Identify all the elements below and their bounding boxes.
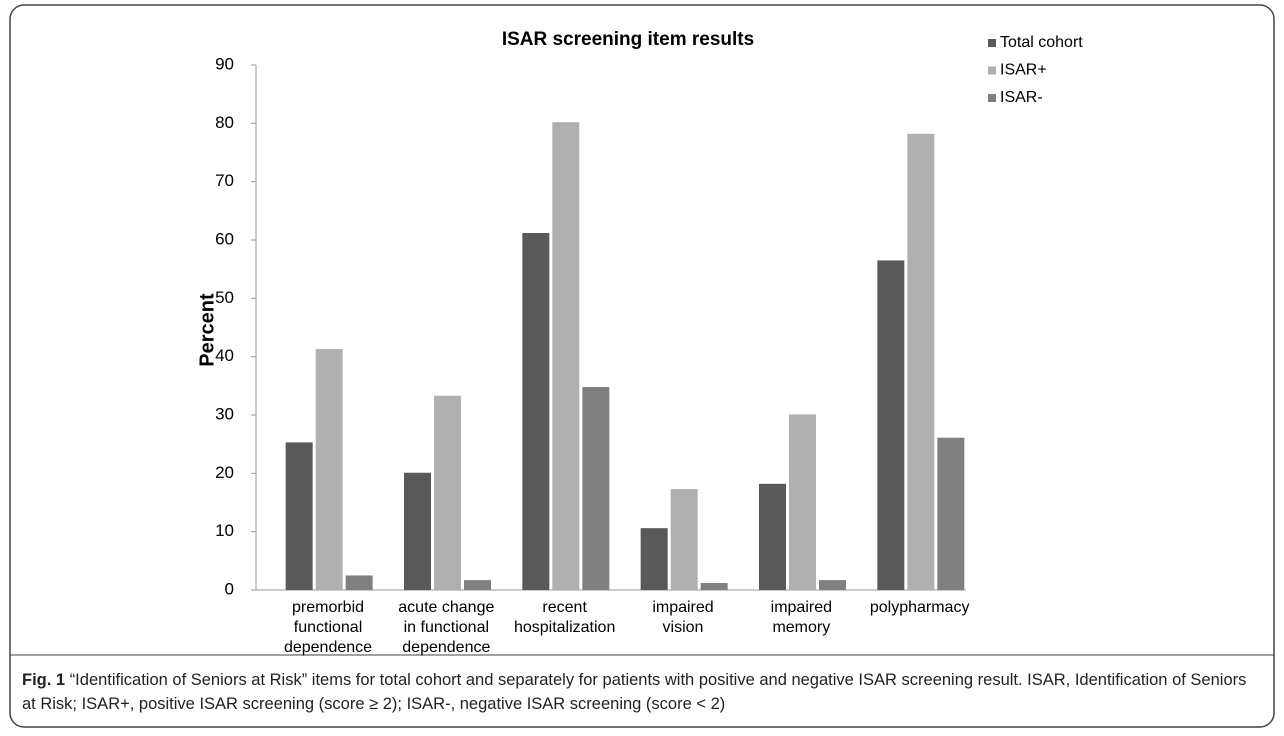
caption-label: Fig. 1 <box>22 671 66 689</box>
legend-label: Total cohort <box>1000 34 1083 51</box>
caption: Fig. 1 “Identification of Seniors at Ris… <box>22 668 1262 716</box>
bar <box>345 575 373 590</box>
bar <box>877 260 905 590</box>
legend-swatch <box>988 39 996 47</box>
bar <box>759 483 786 590</box>
y-tick-label: 40 <box>215 346 234 365</box>
legend-label: ISAR- <box>1000 89 1043 106</box>
legend-swatch <box>988 66 996 75</box>
y-tick-label: 0 <box>225 579 234 598</box>
y-tick-label: 10 <box>215 521 234 540</box>
bar <box>670 489 698 590</box>
y-tick-label: 60 <box>215 229 234 248</box>
bar <box>819 580 846 590</box>
y-axis-label: Percent <box>196 293 218 367</box>
legend-label: ISAR+ <box>1000 62 1047 79</box>
frame <box>9 4 1275 728</box>
bar <box>937 437 965 590</box>
x-tick-label: premorbid functional dependence <box>283 599 373 656</box>
bar <box>640 528 668 590</box>
y-tick-label: 90 <box>215 54 234 73</box>
bar <box>404 472 431 590</box>
bar <box>522 233 550 590</box>
bar <box>552 122 580 591</box>
bar <box>789 414 816 590</box>
bar <box>700 583 728 590</box>
y-tick-label: 30 <box>215 404 234 423</box>
x-tick-label: impaired vision <box>652 599 714 636</box>
caption-text: “Identification of Seniors at Risk” item… <box>22 671 1247 713</box>
legend-swatch <box>988 94 996 102</box>
x-tick-label: impaired memory <box>770 599 832 636</box>
y-tick-label: 80 <box>215 113 234 132</box>
y-tick-label: 20 <box>215 463 234 482</box>
y-tick-label: 50 <box>215 288 234 307</box>
y-tick-label: 70 <box>215 171 234 190</box>
chart-title: ISAR screening item results <box>502 29 754 50</box>
bar <box>434 395 461 590</box>
x-tick-label: acute change in functional dependence <box>398 599 495 656</box>
bar <box>464 580 491 590</box>
x-tick-label: recent hospitalization <box>513 599 616 636</box>
bar <box>315 349 343 590</box>
bar <box>285 442 313 590</box>
bar <box>582 387 610 590</box>
bar <box>907 133 935 591</box>
x-tick-label: polypharmacy <box>869 599 970 616</box>
